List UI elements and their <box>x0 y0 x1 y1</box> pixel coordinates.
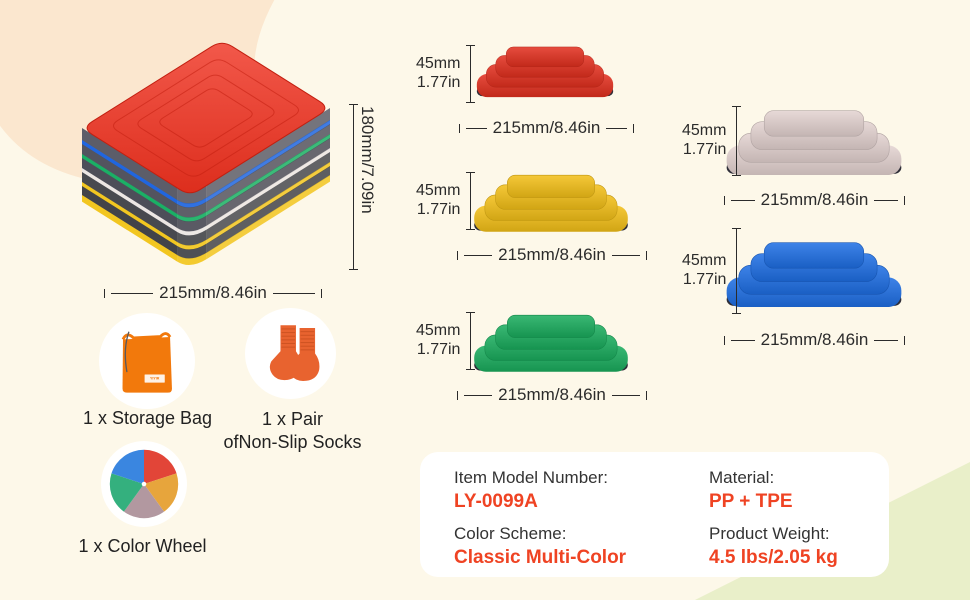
svg-text:YIYIR: YIYIR <box>150 377 160 381</box>
